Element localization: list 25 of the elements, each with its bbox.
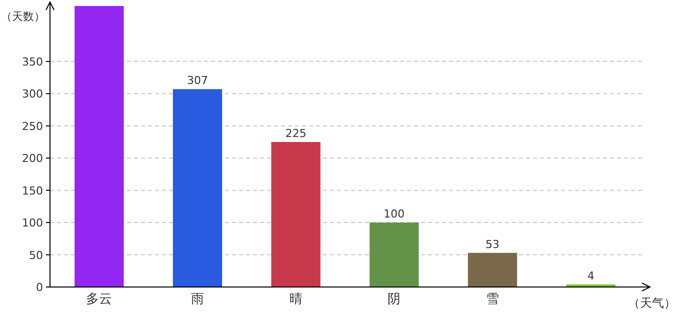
- y-tick-label: 300: [22, 88, 43, 101]
- bar: [271, 142, 320, 287]
- y-axis-title: （天数）: [1, 10, 45, 23]
- y-tick-label: 250: [22, 120, 43, 133]
- bar: [370, 222, 419, 287]
- data-label: 4: [587, 269, 594, 282]
- x-tick-label: 阴: [388, 292, 401, 307]
- x-tick-label: 雨: [191, 292, 204, 307]
- data-label: 53: [486, 238, 500, 251]
- bar: [468, 252, 518, 287]
- x-tick-label: 晴: [289, 292, 302, 307]
- x-axis-title: （天气）: [628, 296, 676, 310]
- y-tick-label: 0: [36, 281, 43, 294]
- x-tick-label: 雪: [486, 292, 499, 307]
- y-tick-label: 350: [22, 55, 43, 68]
- bar: [74, 6, 124, 287]
- data-label: 307: [187, 74, 208, 88]
- data-label: 100: [384, 208, 405, 221]
- y-tick-label: 150: [22, 184, 43, 198]
- data-label: 225: [285, 126, 306, 140]
- y-tick-label: 100: [22, 216, 43, 230]
- y-tick-label: 50: [29, 248, 43, 262]
- y-tick-label: 200: [22, 152, 43, 166]
- x-tick-label: 多云: [86, 292, 112, 307]
- bar: [172, 89, 222, 287]
